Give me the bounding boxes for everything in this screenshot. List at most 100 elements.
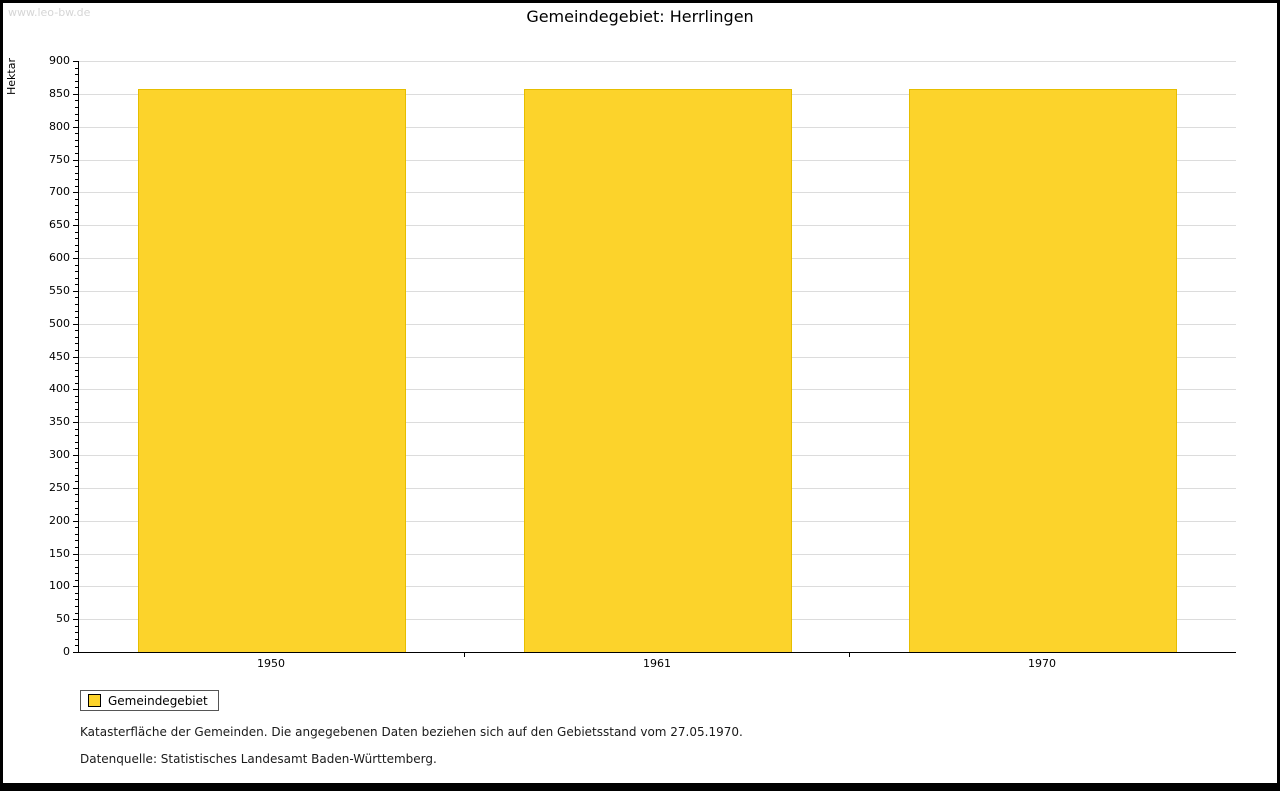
y-minor-tick: [75, 133, 78, 134]
y-minor-tick: [75, 409, 78, 410]
legend-label: Gemeindegebiet: [108, 693, 208, 708]
y-minor-tick: [75, 363, 78, 364]
y-minor-tick: [75, 337, 78, 338]
y-minor-tick: [75, 153, 78, 154]
chart-title: Gemeindegebiet: Herrlingen: [526, 7, 754, 26]
y-minor-tick: [75, 271, 78, 272]
y-minor-tick: [75, 468, 78, 469]
y-minor-tick: [75, 114, 78, 115]
y-minor-tick: [75, 626, 78, 627]
y-minor-tick: [75, 146, 78, 147]
y-minor-tick: [75, 429, 78, 430]
y-tick-label: 700: [49, 185, 70, 198]
legend: Gemeindegebiet: [80, 690, 219, 711]
y-minor-tick: [75, 173, 78, 174]
y-minor-tick: [75, 593, 78, 594]
y-tick-label: 800: [49, 120, 70, 133]
footnote-line1: Katasterfläche der Gemeinden. Die angege…: [80, 725, 743, 739]
y-tick-label: 750: [49, 153, 70, 166]
y-major-tick: [73, 422, 78, 423]
y-minor-tick: [75, 343, 78, 344]
bar: [909, 89, 1177, 652]
y-minor-tick: [75, 376, 78, 377]
x-tick-label: 1961: [643, 657, 671, 670]
gridline: [79, 61, 1236, 62]
y-minor-tick: [75, 186, 78, 187]
y-minor-tick: [75, 632, 78, 633]
y-tick-label: 850: [49, 87, 70, 100]
y-minor-tick: [75, 560, 78, 561]
y-major-tick: [73, 291, 78, 292]
y-axis-title: Hektar: [5, 58, 18, 95]
y-minor-tick: [75, 199, 78, 200]
y-tick-label: 900: [49, 54, 70, 67]
y-minor-tick: [75, 448, 78, 449]
y-minor-tick: [75, 501, 78, 502]
y-minor-tick: [75, 606, 78, 607]
y-minor-tick: [75, 232, 78, 233]
y-minor-tick: [75, 383, 78, 384]
y-minor-tick: [75, 68, 78, 69]
y-minor-tick: [75, 297, 78, 298]
y-major-tick: [73, 225, 78, 226]
y-minor-tick: [75, 494, 78, 495]
y-major-tick: [73, 192, 78, 193]
y-major-tick: [73, 521, 78, 522]
y-minor-tick: [75, 402, 78, 403]
y-major-tick: [73, 324, 78, 325]
y-minor-tick: [75, 573, 78, 574]
y-minor-tick: [75, 140, 78, 141]
y-major-tick: [73, 586, 78, 587]
y-minor-tick: [75, 475, 78, 476]
y-major-tick: [73, 389, 78, 390]
y-minor-tick: [75, 527, 78, 528]
y-minor-tick: [75, 639, 78, 640]
y-major-tick: [73, 619, 78, 620]
y-minor-tick: [75, 567, 78, 568]
y-minor-tick: [75, 370, 78, 371]
y-minor-tick: [75, 613, 78, 614]
x-boundary-tick: [464, 653, 465, 657]
y-minor-tick: [75, 317, 78, 318]
y-minor-tick: [75, 245, 78, 246]
y-major-tick: [73, 652, 78, 653]
y-minor-tick: [75, 330, 78, 331]
y-tick-label: 0: [63, 645, 70, 658]
bar: [524, 89, 792, 652]
footnote-line2: Datenquelle: Statistisches Landesamt Bad…: [80, 752, 437, 766]
watermark: www.leo-bw.de: [8, 6, 91, 19]
y-minor-tick: [75, 251, 78, 252]
y-minor-tick: [75, 219, 78, 220]
y-tick-label: 450: [49, 350, 70, 363]
x-tick-label: 1970: [1028, 657, 1056, 670]
y-tick-label: 200: [49, 514, 70, 527]
y-minor-tick: [75, 435, 78, 436]
y-tick-label: 50: [56, 612, 70, 625]
y-minor-tick: [75, 304, 78, 305]
y-minor-tick: [75, 540, 78, 541]
y-minor-tick: [75, 205, 78, 206]
y-tick-label: 300: [49, 448, 70, 461]
y-minor-tick: [75, 514, 78, 515]
y-minor-tick: [75, 508, 78, 509]
y-tick-label: 350: [49, 415, 70, 428]
bar: [138, 89, 406, 652]
y-major-tick: [73, 160, 78, 161]
y-minor-tick: [75, 179, 78, 180]
y-major-tick: [73, 127, 78, 128]
y-minor-tick: [75, 166, 78, 167]
y-major-tick: [73, 94, 78, 95]
y-major-tick: [73, 488, 78, 489]
y-minor-tick: [75, 120, 78, 121]
y-minor-tick: [75, 81, 78, 82]
y-tick-label: 550: [49, 284, 70, 297]
y-tick-label: 600: [49, 251, 70, 264]
y-minor-tick: [75, 416, 78, 417]
y-major-tick: [73, 455, 78, 456]
y-minor-tick: [75, 599, 78, 600]
y-minor-tick: [75, 442, 78, 443]
y-major-tick: [73, 61, 78, 62]
y-minor-tick: [75, 107, 78, 108]
y-minor-tick: [75, 212, 78, 213]
